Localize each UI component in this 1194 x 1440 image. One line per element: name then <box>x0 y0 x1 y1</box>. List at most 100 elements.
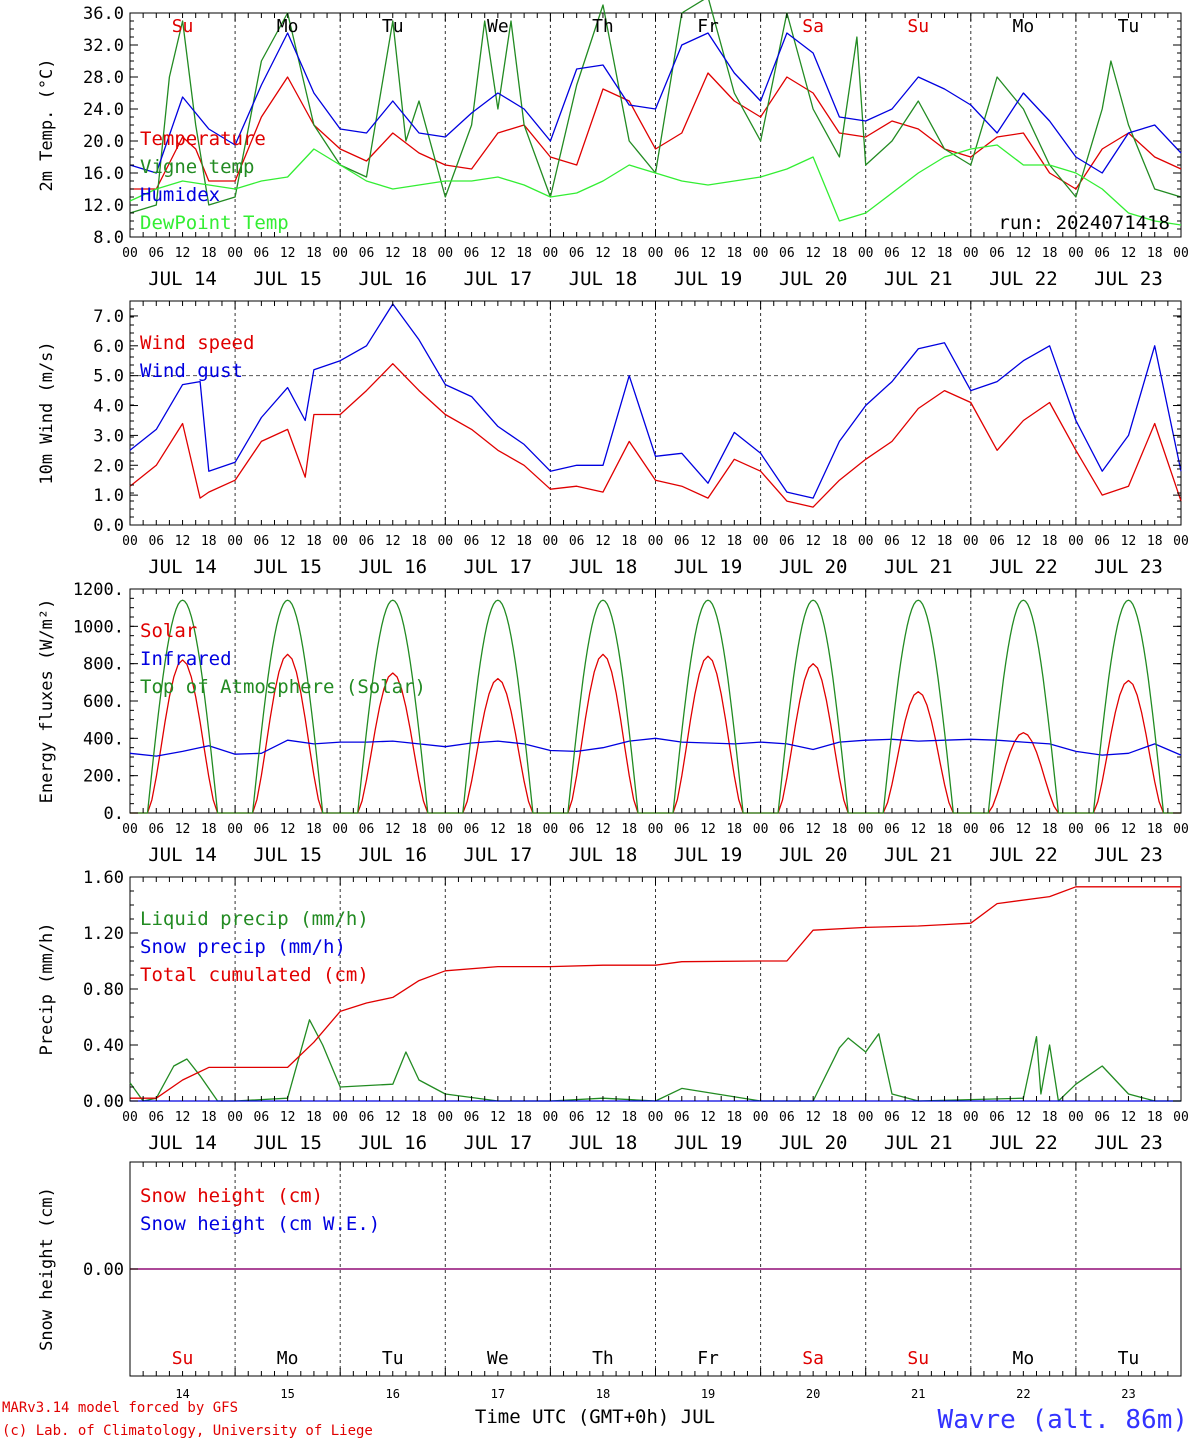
legend-entry: Vigne temp <box>140 156 254 178</box>
hour-label: 18 <box>832 246 848 261</box>
hour-label: 18 <box>1042 246 1058 261</box>
hour-label: 06 <box>148 246 164 261</box>
series-line-total-cumulated-cm- <box>130 886 1181 1099</box>
hour-label: 12 <box>280 822 296 837</box>
y-tick-label: 400. <box>83 729 124 749</box>
hour-label: 18 <box>516 1110 532 1125</box>
hour-label: 12 <box>175 534 191 549</box>
hour-label: 18 <box>516 822 532 837</box>
labels: 8.0 12.0 16.0 20.0 24.0 28.0 32.0 36.0 2m Temp. … <box>37 4 1189 1401</box>
weekday-label: Fr <box>697 1348 719 1369</box>
hour-label: 12 <box>1121 1110 1137 1125</box>
hour-label: 12 <box>175 1110 191 1125</box>
hour-label: 00 <box>332 534 348 549</box>
hour-label: 00 <box>437 1110 453 1125</box>
hour-label: 18 <box>1042 822 1058 837</box>
hour-label: 18 <box>726 534 742 549</box>
weekday-label: Su <box>907 1348 929 1369</box>
y-tick-label: 1.0 <box>93 486 124 506</box>
weekday-label: Sa <box>802 1348 824 1369</box>
hour-label: 00 <box>122 246 138 261</box>
hour-label: 06 <box>989 246 1005 261</box>
hour-label: 06 <box>359 822 375 837</box>
credit-line-1: MARv3.14 model forced by GFS <box>2 1400 238 1416</box>
weekday-label: Sa <box>802 16 824 37</box>
hour-label: 00 <box>648 534 664 549</box>
hour-label: 00 <box>858 246 874 261</box>
y-tick-label: 8.0 <box>93 228 124 248</box>
hour-label: 18 <box>1147 822 1163 837</box>
date-label: JUL 15 <box>253 556 322 578</box>
hour-label: 06 <box>779 534 795 549</box>
weekday-label: Th <box>592 16 614 37</box>
hour-label: 00 <box>543 1110 559 1125</box>
axis-ticks <box>129 12 1182 1376</box>
hour-label: 12 <box>490 534 506 549</box>
series-line-wind-speed <box>129 363 1182 508</box>
date-label: JUL 14 <box>148 268 217 290</box>
day-separators <box>130 13 1181 1376</box>
date-label: JUL 18 <box>569 1132 638 1154</box>
hour-label: 00 <box>753 822 769 837</box>
y-tick-label: 1000. <box>73 617 124 637</box>
hour-label: 12 <box>805 1110 821 1125</box>
panel-frame <box>129 12 1182 238</box>
hour-label: 06 <box>1094 1110 1110 1125</box>
y-tick-label: 24.0 <box>83 100 124 120</box>
date-label: JUL 20 <box>779 1132 848 1154</box>
weekday-label: Fr <box>697 16 719 37</box>
weekday-label: Su <box>172 1348 194 1369</box>
hour-label: 06 <box>148 1110 164 1125</box>
hour-label: 06 <box>674 1110 690 1125</box>
legend-entry: Snow height (cm) <box>140 1185 323 1207</box>
hour-label: 18 <box>832 1110 848 1125</box>
hour-label: 00 <box>437 822 453 837</box>
hour-label: 12 <box>385 822 401 837</box>
y-tick-label: 3.0 <box>93 426 124 446</box>
hour-label: 12 <box>1121 534 1137 549</box>
panel-frame <box>129 300 1182 526</box>
hour-label: 18 <box>621 822 637 837</box>
weekday-label: Tu <box>1118 16 1140 37</box>
hour-label: 18 <box>937 534 953 549</box>
y-tick-label: 7.0 <box>93 307 124 327</box>
day-number: 19 <box>701 1387 715 1401</box>
hour-label: 18 <box>516 246 532 261</box>
x-axis-title: Time UTC (GMT+0h) JUL <box>475 1406 715 1428</box>
hour-label: 06 <box>674 822 690 837</box>
weekday-label: Tu <box>382 1348 404 1369</box>
hour-label: 06 <box>569 534 585 549</box>
hour-label: 12 <box>490 1110 506 1125</box>
hour-label: 00 <box>543 534 559 549</box>
hour-label: 06 <box>148 822 164 837</box>
hour-label: 18 <box>411 1110 427 1125</box>
hour-label: 18 <box>306 822 322 837</box>
date-label: JUL 21 <box>884 268 953 290</box>
date-label: JUL 20 <box>779 556 848 578</box>
hour-label: 00 <box>753 1110 769 1125</box>
y-tick-label: 2.0 <box>93 456 124 476</box>
weekday-label: We <box>487 16 509 37</box>
date-label: JUL 22 <box>989 556 1058 578</box>
hour-label: 06 <box>674 246 690 261</box>
day-number: 16 <box>386 1387 400 1401</box>
y-tick-label: 800. <box>83 655 124 675</box>
hour-label: 12 <box>595 1110 611 1125</box>
date-label: JUL 22 <box>989 268 1058 290</box>
day-number: 22 <box>1016 1387 1030 1401</box>
hour-label: 18 <box>726 246 742 261</box>
y-tick-label: 16.0 <box>83 164 124 184</box>
hour-label: 18 <box>201 1110 217 1125</box>
hour-label: 12 <box>385 534 401 549</box>
weekday-label: Th <box>592 1348 614 1369</box>
legend-entry: Wind speed <box>140 332 254 354</box>
hour-label: 18 <box>1147 246 1163 261</box>
date-label: JUL 19 <box>674 556 743 578</box>
hour-label: 12 <box>910 534 926 549</box>
hour-label: 18 <box>832 534 848 549</box>
date-label: JUL 16 <box>358 844 427 866</box>
hour-label: 00 <box>963 534 979 549</box>
hour-label: 18 <box>411 246 427 261</box>
y-tick-label: 0. <box>104 804 124 824</box>
